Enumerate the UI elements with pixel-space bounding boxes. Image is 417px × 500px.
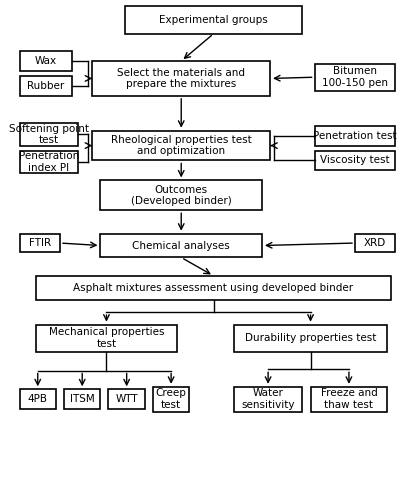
Text: Rheological properties test
and optimization: Rheological properties test and optimiza… — [111, 135, 251, 156]
FancyBboxPatch shape — [314, 150, 395, 171]
FancyBboxPatch shape — [92, 130, 270, 160]
Text: Chemical analyses: Chemical analyses — [132, 240, 230, 250]
FancyBboxPatch shape — [234, 324, 387, 352]
Text: Softening point
test: Softening point test — [9, 124, 89, 145]
Text: FTIR: FTIR — [29, 238, 51, 248]
FancyBboxPatch shape — [108, 389, 145, 409]
FancyBboxPatch shape — [20, 51, 72, 71]
FancyBboxPatch shape — [92, 61, 270, 96]
Text: Penetration test: Penetration test — [313, 130, 397, 140]
Text: Experimental groups: Experimental groups — [159, 15, 268, 25]
FancyBboxPatch shape — [36, 324, 177, 352]
FancyBboxPatch shape — [20, 389, 56, 409]
Text: Select the materials and
prepare the mixtures: Select the materials and prepare the mix… — [117, 68, 245, 90]
Text: 4PB: 4PB — [28, 394, 48, 404]
FancyBboxPatch shape — [311, 386, 387, 411]
Text: XRD: XRD — [364, 238, 386, 248]
Text: Water
sensitivity: Water sensitivity — [241, 388, 295, 410]
FancyBboxPatch shape — [20, 150, 78, 173]
Text: Creep
test: Creep test — [156, 388, 186, 410]
Text: Asphalt mixtures assessment using developed binder: Asphalt mixtures assessment using develo… — [73, 283, 354, 293]
Text: Durability properties test: Durability properties test — [245, 334, 376, 344]
FancyBboxPatch shape — [20, 123, 78, 146]
FancyBboxPatch shape — [64, 389, 100, 409]
FancyBboxPatch shape — [314, 126, 395, 146]
Text: Freeze and
thaw test: Freeze and thaw test — [321, 388, 377, 410]
FancyBboxPatch shape — [20, 76, 72, 96]
FancyBboxPatch shape — [125, 6, 302, 34]
Text: Penetration
index PI: Penetration index PI — [19, 151, 79, 172]
Text: Mechanical properties
test: Mechanical properties test — [49, 328, 164, 349]
FancyBboxPatch shape — [36, 276, 392, 299]
FancyBboxPatch shape — [20, 234, 60, 252]
FancyBboxPatch shape — [100, 234, 262, 258]
Text: Viscosity test: Viscosity test — [320, 156, 390, 166]
Text: ITSM: ITSM — [70, 394, 95, 404]
FancyBboxPatch shape — [314, 64, 395, 91]
Text: Bitumen
100-150 pen: Bitumen 100-150 pen — [322, 66, 388, 88]
FancyBboxPatch shape — [100, 180, 262, 210]
FancyBboxPatch shape — [355, 234, 395, 252]
Text: WTT: WTT — [116, 394, 138, 404]
Text: Rubber: Rubber — [27, 81, 65, 91]
FancyBboxPatch shape — [234, 386, 302, 411]
FancyBboxPatch shape — [153, 386, 189, 411]
Text: Outcomes
(Developed binder): Outcomes (Developed binder) — [131, 184, 231, 206]
Text: Wax: Wax — [35, 56, 57, 66]
